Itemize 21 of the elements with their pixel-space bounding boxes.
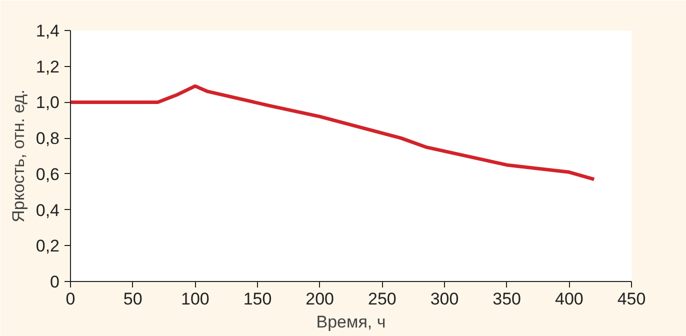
y-tick-label: 1,4 <box>36 22 60 40</box>
y-tick-label: 0,4 <box>36 200 60 220</box>
x-axis-title: Время, ч <box>316 312 386 332</box>
x-tick-label: 450 <box>617 290 646 308</box>
y-tick-label: 0,8 <box>36 129 60 148</box>
x-tick-label: 300 <box>430 290 459 308</box>
y-tick-label: 0 <box>50 272 60 292</box>
x-tick-label: 400 <box>554 290 584 308</box>
x-tick-label: 150 <box>243 290 272 308</box>
x-tick-label: 100 <box>180 290 210 308</box>
x-tick-label: 200 <box>306 290 334 308</box>
line-series <box>70 84 596 182</box>
y-tick-label: 1,2 <box>36 57 60 76</box>
y-axis-title: Яркость, отн. ед. <box>8 90 28 222</box>
x-tick-label: 0 <box>66 290 76 308</box>
x-tick-label: 50 <box>123 290 142 308</box>
x-tick-label: 350 <box>492 290 522 308</box>
y-tick-label: 0,6 <box>36 164 60 184</box>
y-tick-label: 0,2 <box>36 236 60 256</box>
y-tick-label: 1,0 <box>36 93 60 112</box>
x-tick-label: 250 <box>368 290 396 308</box>
